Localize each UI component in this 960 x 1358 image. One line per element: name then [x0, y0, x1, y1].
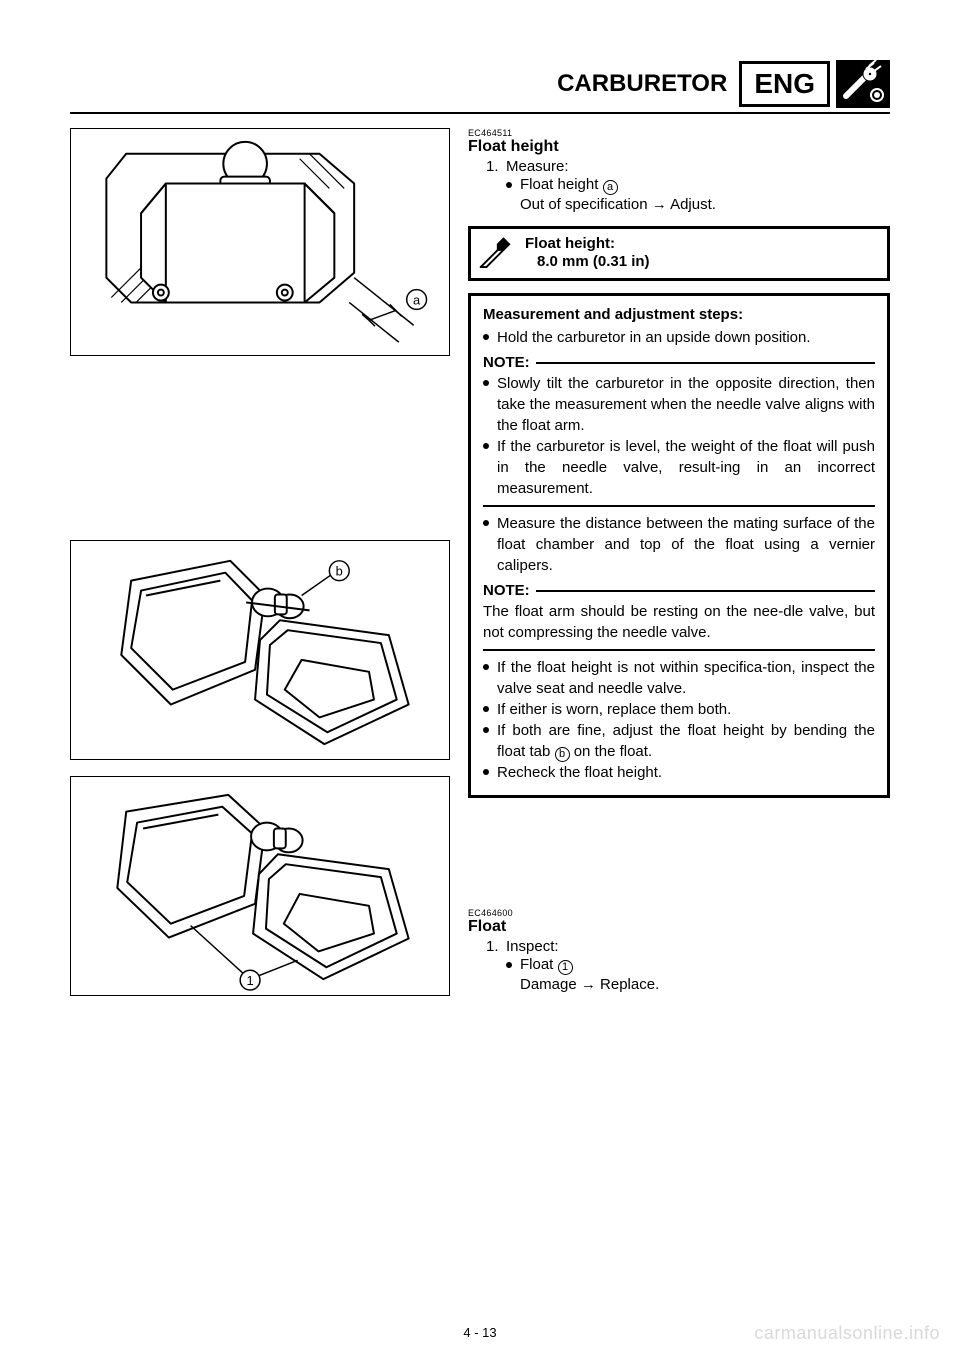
fig-label-1: 1	[247, 973, 254, 988]
note1-b: If the carburetor is level, the weight o…	[483, 436, 875, 499]
ref-b: b	[555, 747, 570, 762]
step-1-inspect: 1.Inspect:	[486, 938, 890, 955]
spec-box: Float height: 8.0 mm (0.31 in)	[468, 226, 890, 282]
meas-b5: If both are fine, adjust the float heigh…	[483, 720, 875, 762]
spec-label: Float height:	[525, 235, 650, 254]
meas-b2: Measure the distance between the mating …	[483, 513, 875, 576]
header-title: CARBURETOR	[557, 70, 727, 98]
figures-column: a	[70, 128, 450, 996]
heading-float: Float	[468, 918, 890, 936]
spec-text: Float height: 8.0 mm (0.31 in)	[517, 229, 658, 279]
divider-1	[483, 505, 875, 507]
note-label-1: NOTE:	[483, 354, 530, 371]
note2: The float arm should be resting on the n…	[483, 601, 875, 643]
note-label-2: NOTE:	[483, 582, 530, 599]
meas-b4: If either is worn, replace them both.	[483, 699, 875, 720]
eng-badge: ENG	[739, 61, 830, 107]
measurement-box: Measurement and adjustment steps: Hold t…	[468, 293, 890, 798]
note-rule-1: NOTE:	[483, 354, 875, 371]
spec-value: 8.0 mm (0.31 in)	[525, 253, 650, 272]
text-column: EC464511 Float height 1.Measure: Float h…	[468, 128, 890, 996]
step-1-measure: 1.Measure:	[486, 158, 890, 175]
ref-1: 1	[558, 960, 573, 975]
meas-b3: If the float height is not within specif…	[483, 657, 875, 699]
figure-float-tab: b	[70, 540, 450, 760]
meas-title: Measurement and adjustment steps:	[483, 306, 875, 323]
step-num: 1.	[486, 158, 506, 175]
bullet-float-height-a: Float height a	[506, 175, 890, 195]
page-header: CARBURETOR ENG	[70, 60, 890, 114]
meas-b6: Recheck the float height.	[483, 762, 875, 783]
note-rule-2: NOTE:	[483, 582, 875, 599]
meas-b1: Hold the carburetor in an upside down po…	[483, 327, 875, 348]
figure-float-height: a	[70, 128, 450, 356]
note1-a: Slowly tilt the carburetor in the opposi…	[483, 373, 875, 436]
watermark: carmanualsonline.info	[754, 1323, 940, 1344]
bullet-float-1: Float 1	[506, 955, 890, 975]
ref-a: a	[603, 180, 618, 195]
engine-icon	[836, 60, 890, 108]
divider-2	[483, 649, 875, 651]
heading-float-height: Float height	[468, 138, 890, 156]
figure-float: 1	[70, 776, 450, 996]
step-label: Measure:	[506, 158, 569, 175]
caliper-icon	[471, 229, 517, 279]
fig-label-a: a	[413, 292, 421, 307]
bullet-damage-replace: Damage → Replace.	[520, 975, 890, 995]
ec-code-2: EC464600	[468, 908, 890, 918]
step2-num: 1.	[486, 938, 506, 955]
step2-label: Inspect:	[506, 938, 559, 955]
bullet-out-of-spec: Out of specification → Adjust.	[520, 195, 890, 215]
fig-label-b: b	[336, 563, 343, 578]
ec-code-1: EC464511	[468, 128, 890, 138]
